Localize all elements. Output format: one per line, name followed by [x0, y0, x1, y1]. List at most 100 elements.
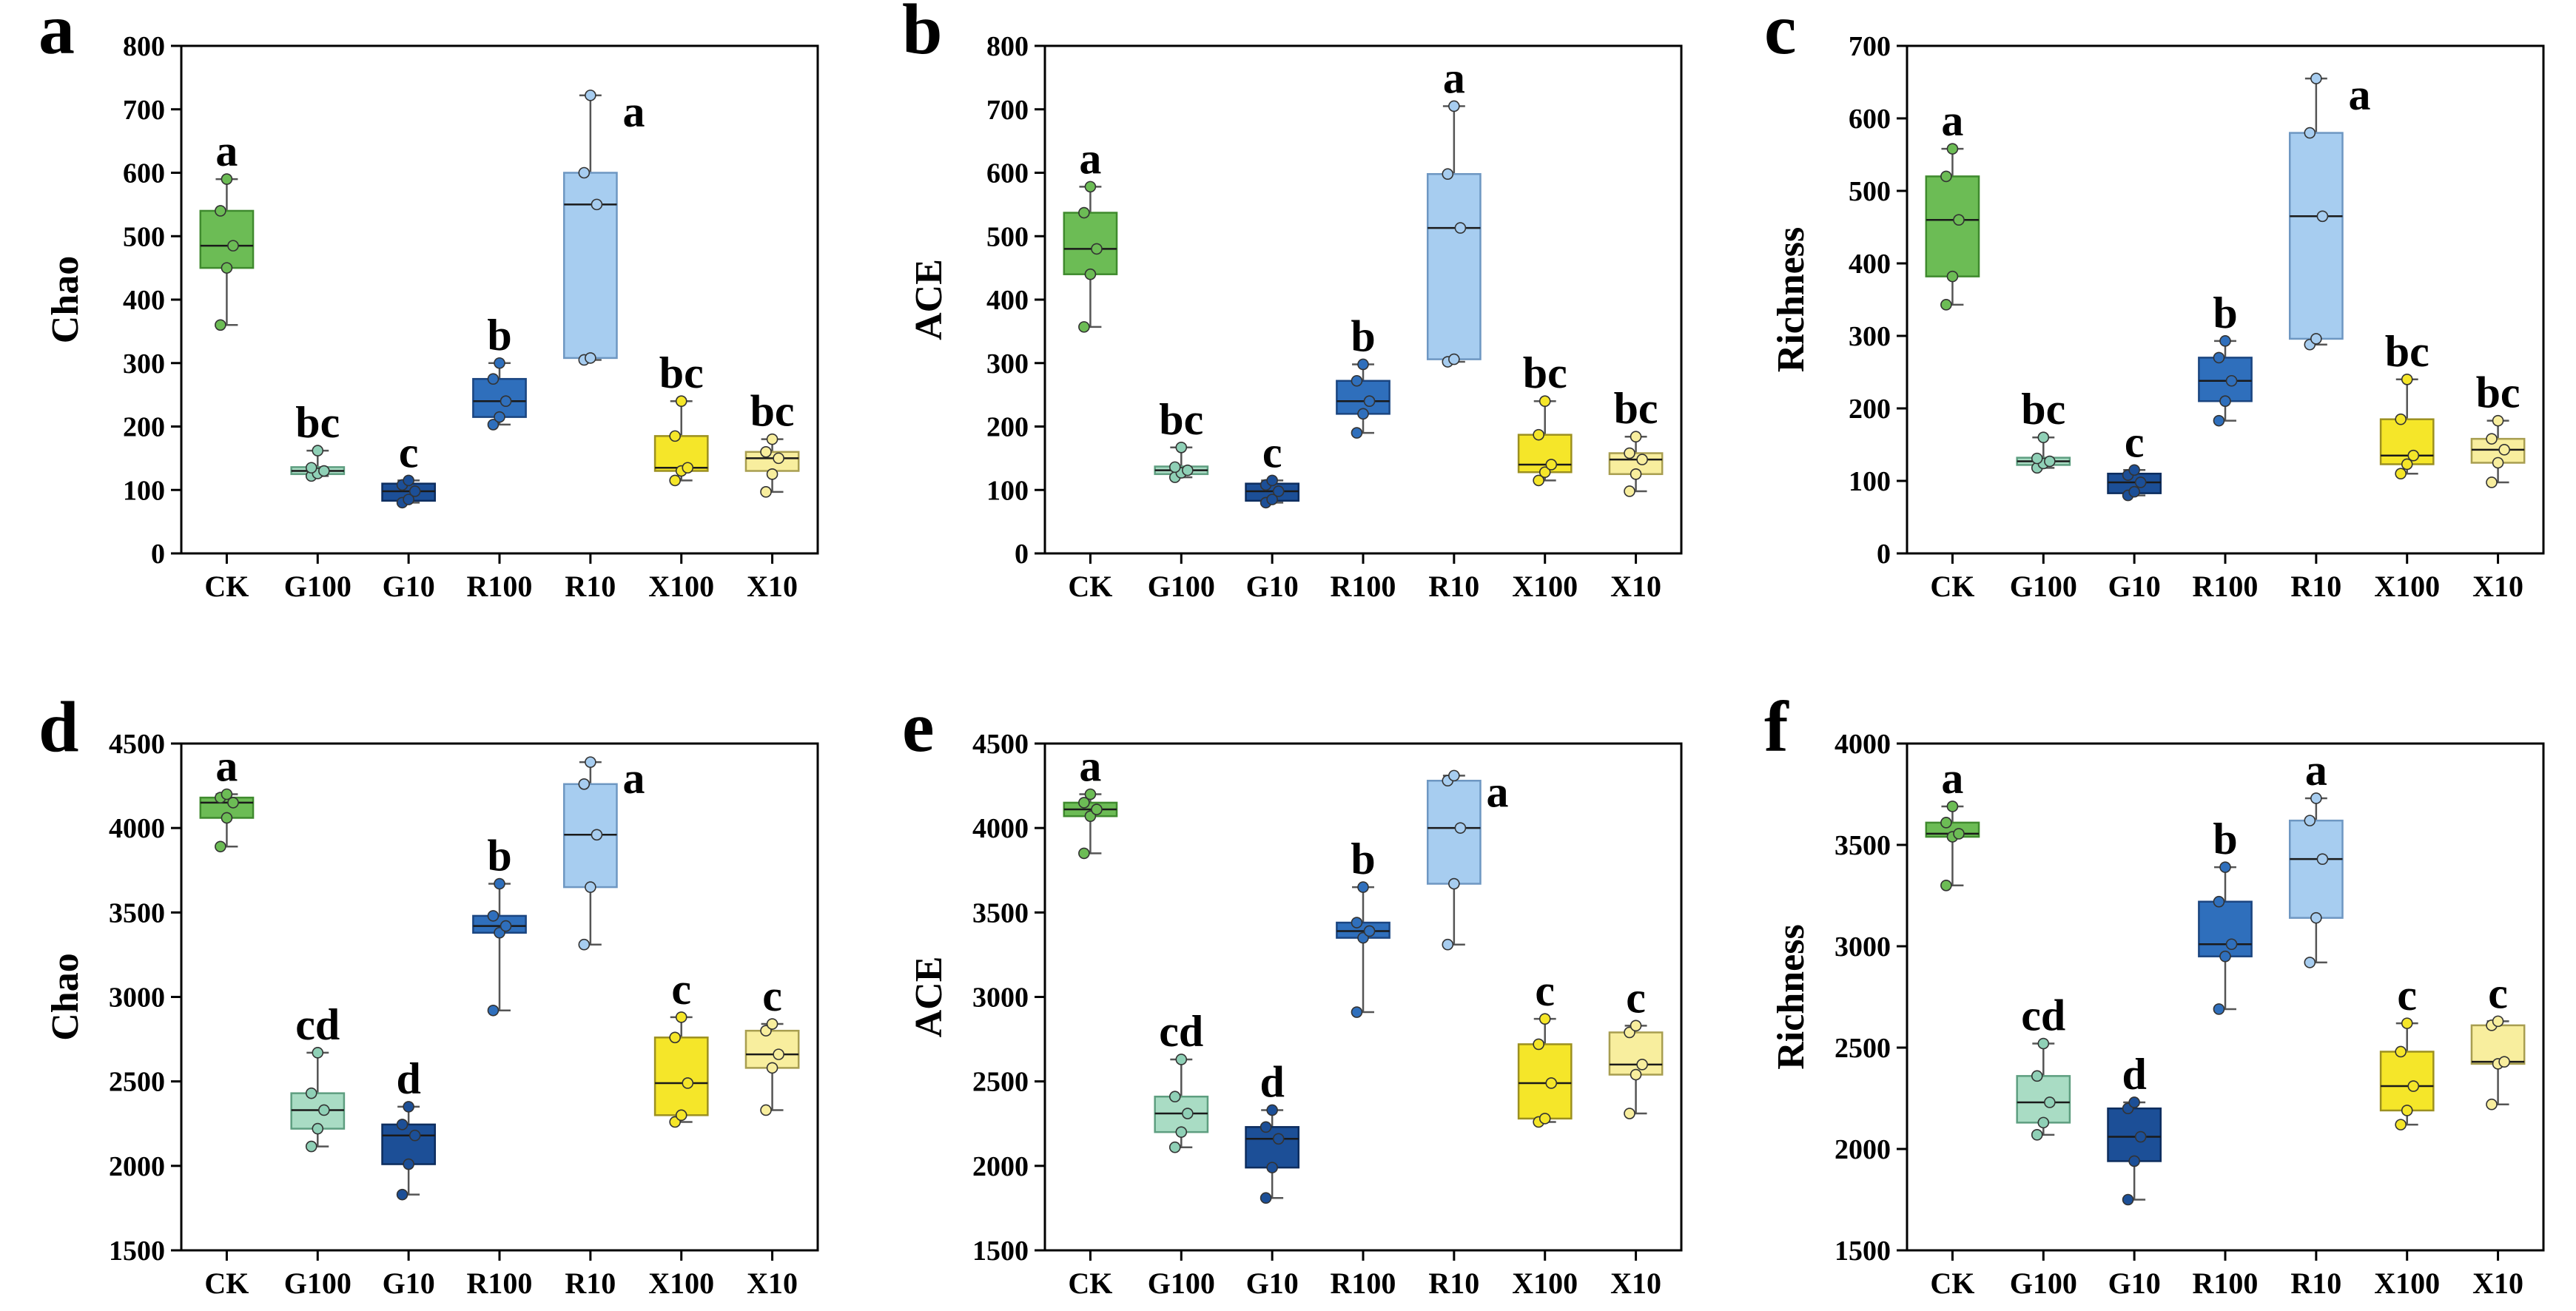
- y-tick-label: 300: [1849, 321, 1891, 352]
- data-point: [1454, 822, 1467, 834]
- data-point: [500, 395, 512, 408]
- x-tick-label: R10: [565, 570, 616, 603]
- data-point: [2304, 815, 2316, 826]
- data-point: [2316, 853, 2329, 865]
- data-point: [2310, 792, 2322, 804]
- x-tick-label: R100: [1331, 570, 1396, 603]
- data-point: [1182, 1108, 1194, 1119]
- y-tick-label: 2000: [972, 1151, 1029, 1182]
- significance-letter: c: [1262, 428, 1282, 476]
- x-tick-label: G100: [284, 1267, 352, 1300]
- significance-letter: d: [1260, 1057, 1284, 1106]
- plot-frame: [180, 44, 819, 555]
- data-point: [1084, 181, 1097, 193]
- data-point: [2498, 444, 2510, 456]
- x-tick-label: G10: [1246, 1267, 1299, 1300]
- data-point: [773, 1048, 784, 1060]
- data-point: [682, 462, 694, 474]
- data-point: [2492, 414, 2504, 427]
- significance-letter: a: [2305, 746, 2327, 795]
- data-point: [1091, 243, 1103, 255]
- data-point: [227, 240, 239, 252]
- x-tick-label: X100: [648, 570, 714, 603]
- data-point: [1953, 214, 1965, 226]
- x-tick-label: X100: [648, 1267, 714, 1300]
- significance-letter: b: [2213, 815, 2237, 863]
- significance-letter: d: [396, 1054, 420, 1103]
- x-tick-label: R100: [2193, 1267, 2259, 1300]
- y-tick-label: 700: [986, 95, 1029, 126]
- x-tick-label: X10: [1610, 1267, 1661, 1300]
- significance-letter: c: [671, 965, 691, 1014]
- data-point: [675, 1011, 687, 1023]
- data-point: [1624, 485, 1635, 497]
- data-point: [1357, 358, 1369, 371]
- data-point: [1182, 464, 1194, 476]
- y-tick-label: 2500: [1835, 1033, 1891, 1064]
- data-point: [578, 938, 591, 951]
- data-point: [1266, 1104, 1278, 1116]
- x-tick-label: G10: [2108, 1267, 2161, 1300]
- data-point: [2128, 464, 2140, 476]
- data-point: [2213, 895, 2225, 908]
- data-point: [500, 920, 512, 932]
- data-point: [227, 797, 239, 809]
- data-point: [2310, 333, 2322, 345]
- y-tick-label: 0: [1015, 539, 1029, 570]
- y-tick-label: 2500: [109, 1067, 165, 1098]
- x-tick-label: G10: [2108, 570, 2161, 603]
- data-point: [591, 829, 603, 841]
- data-point: [773, 452, 784, 465]
- data-point: [1636, 454, 1648, 465]
- data-point: [2304, 127, 2316, 139]
- y-axis-label: ACE: [908, 957, 950, 1038]
- significance-letter: a: [1079, 134, 1101, 183]
- data-point: [2492, 456, 2504, 469]
- y-tick-label: 1500: [1835, 1236, 1891, 1267]
- x-tick-label: X100: [2374, 1267, 2440, 1300]
- significance-letter: d: [2122, 1050, 2146, 1099]
- x-tick-label: CK: [1930, 1267, 1974, 1300]
- data-point: [403, 474, 414, 487]
- data-point: [1260, 1121, 1272, 1133]
- significance-letter: c: [2125, 417, 2145, 466]
- data-point: [1630, 468, 1642, 480]
- box-X10: [744, 1029, 800, 1069]
- significance-letter: b: [487, 311, 511, 360]
- x-tick-label: R100: [467, 1267, 533, 1300]
- y-tick-label: 100: [1849, 466, 1891, 497]
- data-point: [2401, 458, 2413, 471]
- data-point: [318, 1104, 330, 1116]
- y-tick-label: 100: [123, 475, 165, 506]
- data-point: [2310, 73, 2322, 84]
- box-R100: [2198, 357, 2253, 402]
- data-point: [1168, 1141, 1181, 1153]
- data-point: [1448, 100, 1460, 112]
- significance-letter: a: [1941, 754, 1963, 803]
- y-tick-label: 3500: [972, 897, 1029, 929]
- data-point: [403, 493, 414, 505]
- data-point: [221, 812, 233, 824]
- box-X10: [1608, 1031, 1664, 1076]
- significance-letter: a: [215, 742, 238, 791]
- data-point: [1078, 847, 1090, 860]
- data-point: [766, 1018, 778, 1030]
- data-point: [487, 373, 500, 385]
- significance-letter: cd: [295, 1000, 340, 1049]
- panel-letter: f: [1764, 687, 1789, 767]
- data-point: [1260, 1192, 1272, 1204]
- y-tick-label: 3500: [1835, 830, 1891, 861]
- x-tick-label: G10: [383, 570, 435, 603]
- panel-c: 0 100 200 300 400 500 600 700 CK G100 G10 R100 R10 X1…: [1764, 0, 2545, 603]
- panel-a: 0 100 200 300 400 500 600 700 800 CK G100 G10 R100 R1…: [38, 0, 819, 603]
- significance-letter: bc: [1614, 384, 1658, 433]
- data-point: [487, 910, 500, 922]
- x-tick-label: X100: [1512, 570, 1578, 603]
- significance-letter: c: [1626, 973, 1646, 1022]
- data-point: [2122, 1193, 2134, 1206]
- data-point: [1168, 461, 1181, 473]
- significance-letter: bc: [750, 387, 795, 436]
- data-point: [2031, 1129, 2043, 1141]
- y-tick-label: 200: [986, 412, 1029, 443]
